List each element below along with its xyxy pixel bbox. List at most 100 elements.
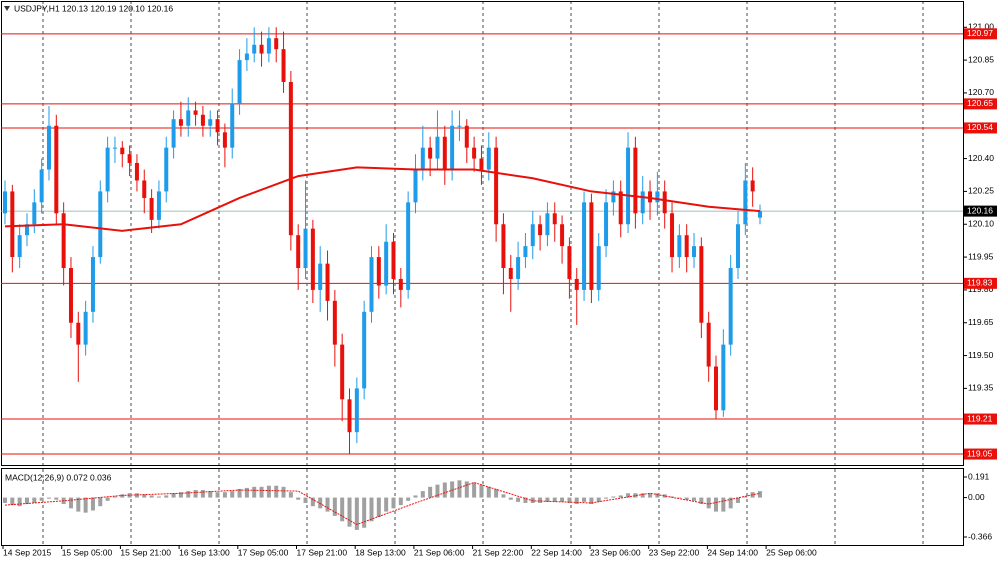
macd-bar bbox=[684, 497, 689, 500]
macd-bar bbox=[376, 497, 381, 517]
macd-bar bbox=[105, 497, 110, 501]
level-label: 119.05 bbox=[967, 448, 993, 458]
candle-body bbox=[655, 191, 660, 203]
macd-bar bbox=[472, 482, 477, 498]
x-tick-label: 25 Sep 06:00 bbox=[766, 547, 817, 557]
level-label-box bbox=[964, 448, 997, 460]
candle-body bbox=[494, 147, 499, 225]
level-label-box bbox=[964, 98, 997, 110]
macd-bar bbox=[398, 497, 403, 506]
candle-body bbox=[596, 246, 601, 290]
candle-body bbox=[545, 213, 550, 236]
macd-bar bbox=[200, 490, 205, 498]
macd-bar bbox=[552, 497, 557, 502]
x-tick-label: 24 Sep 14:00 bbox=[707, 547, 758, 557]
y-tick-label: 120.25 bbox=[968, 186, 994, 196]
candle-body bbox=[486, 147, 491, 170]
x-tick-label: 22 Sep 14:00 bbox=[531, 547, 582, 557]
macd-bar bbox=[244, 487, 249, 498]
macd-bar bbox=[156, 496, 161, 498]
macd-bar bbox=[560, 497, 565, 502]
candle-body bbox=[369, 257, 374, 312]
candle-body bbox=[428, 147, 433, 159]
level-label-box bbox=[964, 277, 997, 289]
macd-bar bbox=[266, 485, 271, 498]
candle-body bbox=[164, 147, 169, 192]
macd-bar bbox=[252, 486, 257, 498]
candle-body bbox=[406, 202, 411, 290]
macd-bar bbox=[714, 497, 719, 512]
x-tick-label: 16 Sep 13:00 bbox=[179, 547, 230, 557]
x-tick-label: 23 Sep 22:00 bbox=[649, 547, 700, 557]
macd-bar bbox=[633, 493, 638, 498]
candle-body bbox=[677, 235, 682, 258]
level-label: 120.97 bbox=[967, 28, 993, 38]
x-tick-label: 21 Sep 06:00 bbox=[414, 547, 465, 557]
macd-bar bbox=[662, 494, 667, 498]
candle-body bbox=[325, 263, 330, 301]
macd-bar bbox=[494, 488, 499, 498]
macd-bar bbox=[596, 497, 601, 502]
macd-bar bbox=[288, 492, 293, 498]
level-label-box bbox=[964, 28, 997, 40]
macd-bar bbox=[428, 486, 433, 498]
macd-bar bbox=[604, 497, 609, 499]
candle-body bbox=[457, 125, 462, 127]
macd-bar bbox=[406, 497, 411, 501]
macd-panel bbox=[1, 468, 964, 546]
y-tick-label: 120.40 bbox=[968, 153, 994, 163]
x-tick-label: 18 Sep 13:00 bbox=[355, 547, 406, 557]
candle-body bbox=[757, 211, 762, 218]
macd-bar bbox=[171, 493, 176, 498]
candle-body bbox=[105, 147, 110, 192]
candle-body bbox=[435, 136, 440, 159]
candle-body bbox=[288, 81, 293, 236]
candle-body bbox=[200, 114, 205, 126]
macd-bar bbox=[127, 493, 132, 498]
candle-body bbox=[3, 191, 7, 214]
candle-body bbox=[178, 119, 183, 126]
candle-body bbox=[706, 322, 711, 367]
candle-body bbox=[626, 147, 631, 225]
macd-bar bbox=[567, 497, 572, 503]
candle-body bbox=[142, 180, 147, 198]
candle-body bbox=[24, 224, 29, 236]
candle-body bbox=[721, 344, 726, 411]
level-label: 119.21 bbox=[967, 413, 993, 423]
candle-body bbox=[340, 344, 345, 400]
candle-body bbox=[156, 191, 161, 220]
candle-body bbox=[714, 366, 719, 411]
candle-body bbox=[266, 38, 271, 54]
macd-bar bbox=[215, 492, 220, 498]
candle-body bbox=[17, 235, 22, 258]
y-tick-label: -0.366 bbox=[968, 531, 992, 541]
candle-body bbox=[68, 268, 73, 323]
x-tick-label: 15 Sep 05:00 bbox=[62, 547, 113, 557]
candle-body bbox=[398, 278, 403, 290]
candle-body bbox=[376, 257, 381, 286]
macd-bar bbox=[10, 497, 15, 506]
candle-body bbox=[516, 257, 521, 279]
macd-bar bbox=[54, 497, 59, 500]
candle-body bbox=[222, 132, 227, 148]
candle-body bbox=[684, 235, 689, 258]
candle-body bbox=[215, 119, 220, 133]
macd-bar bbox=[193, 490, 198, 498]
macd-bar bbox=[626, 493, 631, 498]
candle-body bbox=[736, 224, 740, 269]
macd-bar bbox=[706, 497, 711, 509]
macd-bar bbox=[149, 495, 154, 498]
candle-body bbox=[281, 49, 286, 82]
macd-bar bbox=[728, 497, 733, 509]
candle-body bbox=[508, 268, 513, 279]
y-tick-label: 121.00 bbox=[968, 22, 994, 32]
macd-bar bbox=[134, 493, 139, 498]
candle-body bbox=[237, 60, 242, 104]
macd-bar bbox=[574, 497, 579, 505]
candle-body bbox=[589, 202, 594, 290]
y-tick-label: 120.10 bbox=[968, 218, 994, 228]
macd-bar bbox=[677, 497, 682, 499]
candle-body bbox=[244, 53, 249, 61]
y-tick-label: 119.35 bbox=[968, 383, 994, 393]
macd-bar bbox=[208, 491, 213, 498]
